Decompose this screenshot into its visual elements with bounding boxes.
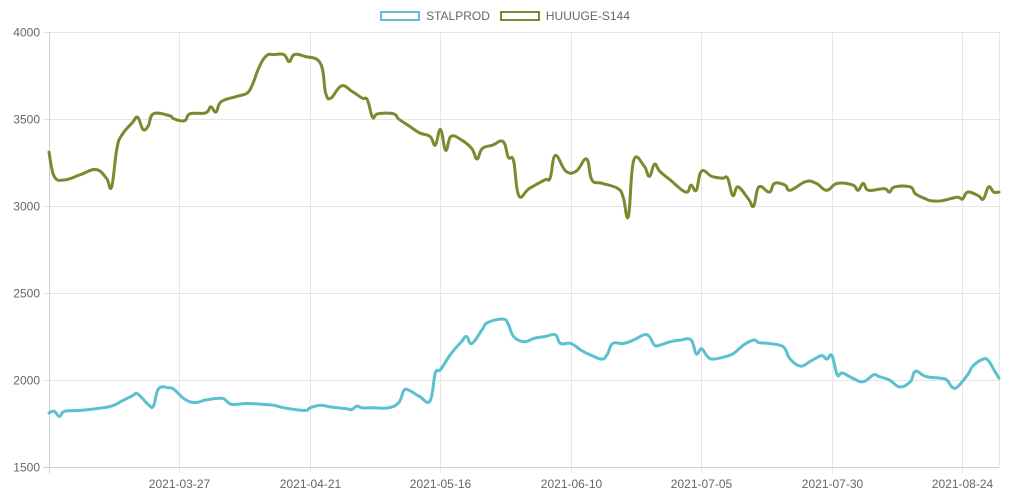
x-tick-label: 2021-05-16: [410, 477, 472, 491]
x-tick-label: 2021-03-27: [149, 477, 211, 491]
legend-swatch: [499, 11, 540, 21]
x-tick-label: 2021-07-05: [671, 477, 733, 491]
x-tick-label: 2021-08-24: [932, 477, 994, 491]
y-tick-label: 1500: [13, 461, 40, 475]
y-tick-label: 4000: [13, 26, 40, 40]
grid-lines: [43, 32, 999, 473]
y-tick-label: 3000: [13, 200, 40, 214]
legend-label: STALPROD: [426, 9, 490, 23]
y-tick-label: 3500: [13, 113, 40, 127]
x-tick-label: 2021-06-10: [541, 477, 603, 491]
y-tick-label: 2000: [13, 374, 40, 388]
x-tick-label: 2021-07-30: [802, 477, 864, 491]
chart-legend: STALPROD HUUUGE-S144: [0, 8, 1010, 24]
legend-swatch: [380, 11, 421, 21]
series-line-huuuge-s144: [47, 52, 1001, 220]
x-tick-label: 2021-04-21: [280, 477, 342, 491]
legend-item[interactable]: HUUUGE-S144: [499, 8, 630, 24]
legend-label: HUUUGE-S144: [545, 9, 630, 23]
y-tick-label: 2500: [13, 287, 40, 301]
legend-item[interactable]: STALPROD: [380, 8, 490, 24]
series-line-stalprod: [47, 317, 1001, 418]
